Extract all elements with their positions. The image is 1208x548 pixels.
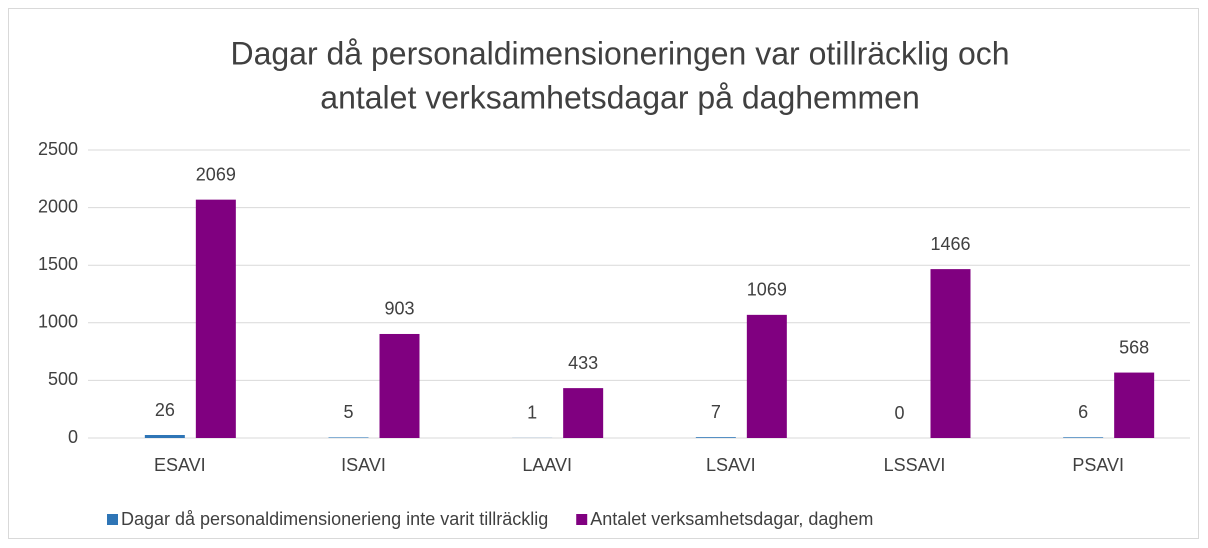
y-tick-label: 2500 xyxy=(38,139,78,159)
chart-title: Dagar då personaldimensioneringen var ot… xyxy=(230,35,1009,71)
x-tick-label: LAAVI xyxy=(522,455,572,475)
x-tick-label: LSSAVI xyxy=(884,455,946,475)
data-label: 903 xyxy=(384,299,414,319)
data-label: 2069 xyxy=(196,164,236,184)
y-tick-label: 500 xyxy=(48,369,78,389)
bar xyxy=(379,333,420,438)
y-tick-label: 2000 xyxy=(38,196,78,216)
bar xyxy=(695,437,736,438)
data-label: 7 xyxy=(711,402,721,422)
data-label: 0 xyxy=(894,403,904,423)
bar xyxy=(746,314,787,438)
bar xyxy=(195,199,236,438)
bar xyxy=(1114,372,1155,438)
legend-label: Antalet verksamhetsdagar, daghem xyxy=(590,509,873,529)
bar xyxy=(328,437,369,438)
legend-label: Dagar då personaldimensionerieng inte va… xyxy=(121,509,548,529)
y-tick-label: 1500 xyxy=(38,254,78,274)
data-label: 1466 xyxy=(930,234,970,254)
x-tick-label: LSAVI xyxy=(706,455,756,475)
data-label: 433 xyxy=(568,353,598,373)
bar xyxy=(930,269,971,438)
data-label: 568 xyxy=(1119,337,1149,357)
y-tick-label: 1000 xyxy=(38,312,78,332)
data-label: 5 xyxy=(343,402,353,422)
chart-title: antalet verksamhetsdagar på daghemmen xyxy=(320,79,919,115)
y-tick-label: 0 xyxy=(68,427,78,447)
x-tick-label: ISAVI xyxy=(341,455,386,475)
bar xyxy=(1063,437,1104,438)
bar xyxy=(563,388,604,438)
bar xyxy=(144,435,185,438)
data-label: 26 xyxy=(155,400,175,420)
data-label: 1069 xyxy=(747,280,787,300)
data-label: 1 xyxy=(527,403,537,423)
legend-swatch xyxy=(576,514,588,525)
x-tick-label: PSAVI xyxy=(1072,455,1124,475)
x-tick-label: ESAVI xyxy=(154,455,206,475)
legend-swatch xyxy=(107,514,118,525)
data-label: 6 xyxy=(1078,402,1088,422)
